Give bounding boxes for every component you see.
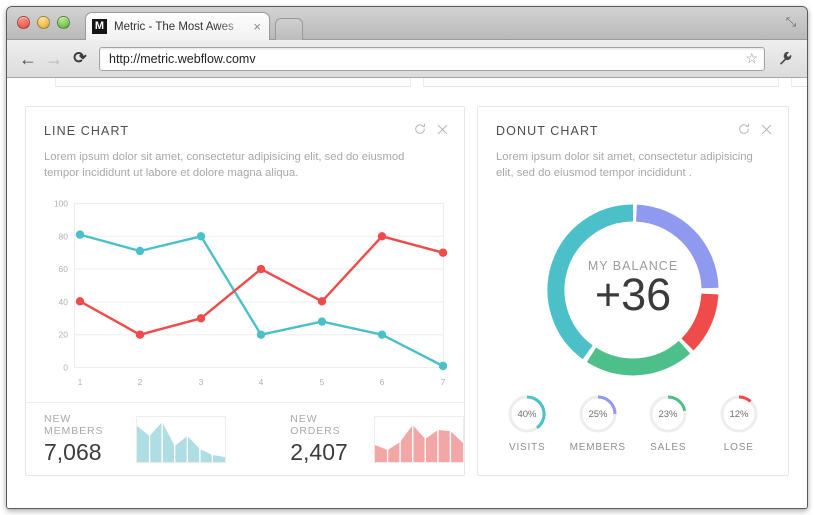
page-viewport: LINE CHART (7, 78, 807, 508)
stat-label: NEW MEMBERS (44, 412, 104, 437)
donut-chart-description: Lorem ipsum dolor sit amet, consectetur … (496, 151, 753, 179)
gauge-pct-label: 23% (659, 409, 679, 420)
svg-text:7: 7 (441, 377, 446, 387)
gauge-label: LOSE (723, 442, 754, 453)
wrench-menu-icon[interactable] (773, 51, 797, 66)
gauge-label: VISITS (509, 442, 546, 453)
gauge-label: SALES (650, 442, 687, 453)
new-tab-button[interactable] (275, 18, 303, 40)
url-text: http://metric.webflow.comv (109, 51, 256, 66)
bookmark-star-icon[interactable]: ☆ (745, 50, 758, 66)
svg-text:4: 4 (259, 377, 264, 387)
svg-text:5: 5 (320, 377, 325, 387)
maximize-window-button[interactable] (57, 16, 70, 29)
close-icon[interactable] (761, 123, 772, 139)
sparkline-new-members (136, 415, 227, 463)
browser-window: M Metric - The Most Awes × ⤡ ← → ⟳ http:… (6, 6, 808, 509)
line-chart-actions (414, 123, 448, 139)
stat-new-members: NEW MEMBERS 7,068 (44, 413, 227, 466)
gauge-pct-label: 40% (518, 409, 538, 420)
stat-text-block: NEW MEMBERS 7,068 (44, 413, 122, 466)
close-icon[interactable] (437, 123, 448, 139)
svg-text:3: 3 (199, 377, 204, 387)
tab-close-icon[interactable]: × (253, 19, 261, 34)
svg-text:0: 0 (63, 363, 68, 373)
browser-tab[interactable]: M Metric - The Most Awes × (85, 12, 270, 40)
svg-text:100: 100 (54, 199, 68, 209)
fullscreen-icon[interactable]: ⤡ (785, 14, 797, 29)
line-chart-card: LINE CHART (25, 106, 465, 476)
gauge-sales[interactable]: 23% SALES (637, 393, 699, 453)
svg-text:40: 40 (59, 297, 69, 307)
svg-text:1: 1 (78, 377, 83, 387)
donut-chart-header: DONUT CHART (478, 107, 788, 181)
forward-button[interactable]: → (45, 48, 63, 69)
donut-chart-plot: MY BALANCE +36 (478, 197, 788, 383)
back-button[interactable]: ← (19, 48, 37, 69)
line-chart-title: LINE CHART (44, 124, 130, 138)
sparkline-new-orders (374, 415, 464, 463)
donut-chart-card: DONUT CHART (477, 106, 789, 476)
gauge-pct-label: 25% (588, 409, 608, 420)
close-window-button[interactable] (17, 16, 30, 29)
svg-text:6: 6 (380, 377, 385, 387)
stat-value: 2,407 (290, 438, 348, 465)
line-chart-header: LINE CHART (26, 107, 464, 181)
browser-toolbar: ← → ⟳ http://metric.webflow.comv ☆ (7, 40, 807, 78)
gauge-pct-label: 12% (729, 409, 749, 420)
svg-text:2: 2 (138, 377, 143, 387)
address-bar[interactable]: http://metric.webflow.comv ☆ (99, 46, 765, 71)
svg-text:80: 80 (59, 231, 69, 241)
gauge-row: 40% VISITS 25% MEMBERS (478, 393, 788, 453)
minimize-window-button[interactable] (37, 16, 50, 29)
line-chart-description: Lorem ipsum dolor sit amet, consectetur … (44, 151, 405, 179)
scrolled-off-card-row (7, 78, 807, 87)
stat-value: 7,068 (44, 438, 102, 465)
browser-titlebar: M Metric - The Most Awes × ⤡ (7, 7, 807, 40)
donut-chart-actions (738, 123, 772, 139)
svg-text:60: 60 (59, 264, 69, 274)
tab-favicon: M (92, 19, 107, 34)
svg-text:20: 20 (59, 330, 69, 340)
gauge-label: MEMBERS (569, 442, 626, 453)
gauge-members[interactable]: 25% MEMBERS (567, 393, 629, 453)
refresh-icon[interactable] (738, 123, 750, 139)
stat-text-block: NEW ORDERS 2,407 (290, 413, 360, 466)
line-chart-plot: 100 80 60 40 20 0 1 2 3 4 5 6 7 (44, 195, 448, 390)
stat-label: NEW ORDERS (290, 412, 341, 437)
dashboard-grid: LINE CHART (7, 106, 807, 476)
donut-chart-title: DONUT CHART (496, 124, 599, 138)
window-controls (17, 16, 70, 29)
line-chart-stats-row: NEW MEMBERS 7,068 (26, 402, 464, 475)
tab-title: Metric - The Most Awes (114, 20, 234, 33)
gauge-lose[interactable]: 12% LOSE (708, 393, 770, 453)
stat-new-orders: NEW ORDERS 2,407 (290, 413, 464, 466)
gauge-visits[interactable]: 40% VISITS (496, 393, 558, 453)
refresh-icon[interactable] (414, 123, 426, 139)
reload-button[interactable]: ⟳ (73, 49, 87, 67)
